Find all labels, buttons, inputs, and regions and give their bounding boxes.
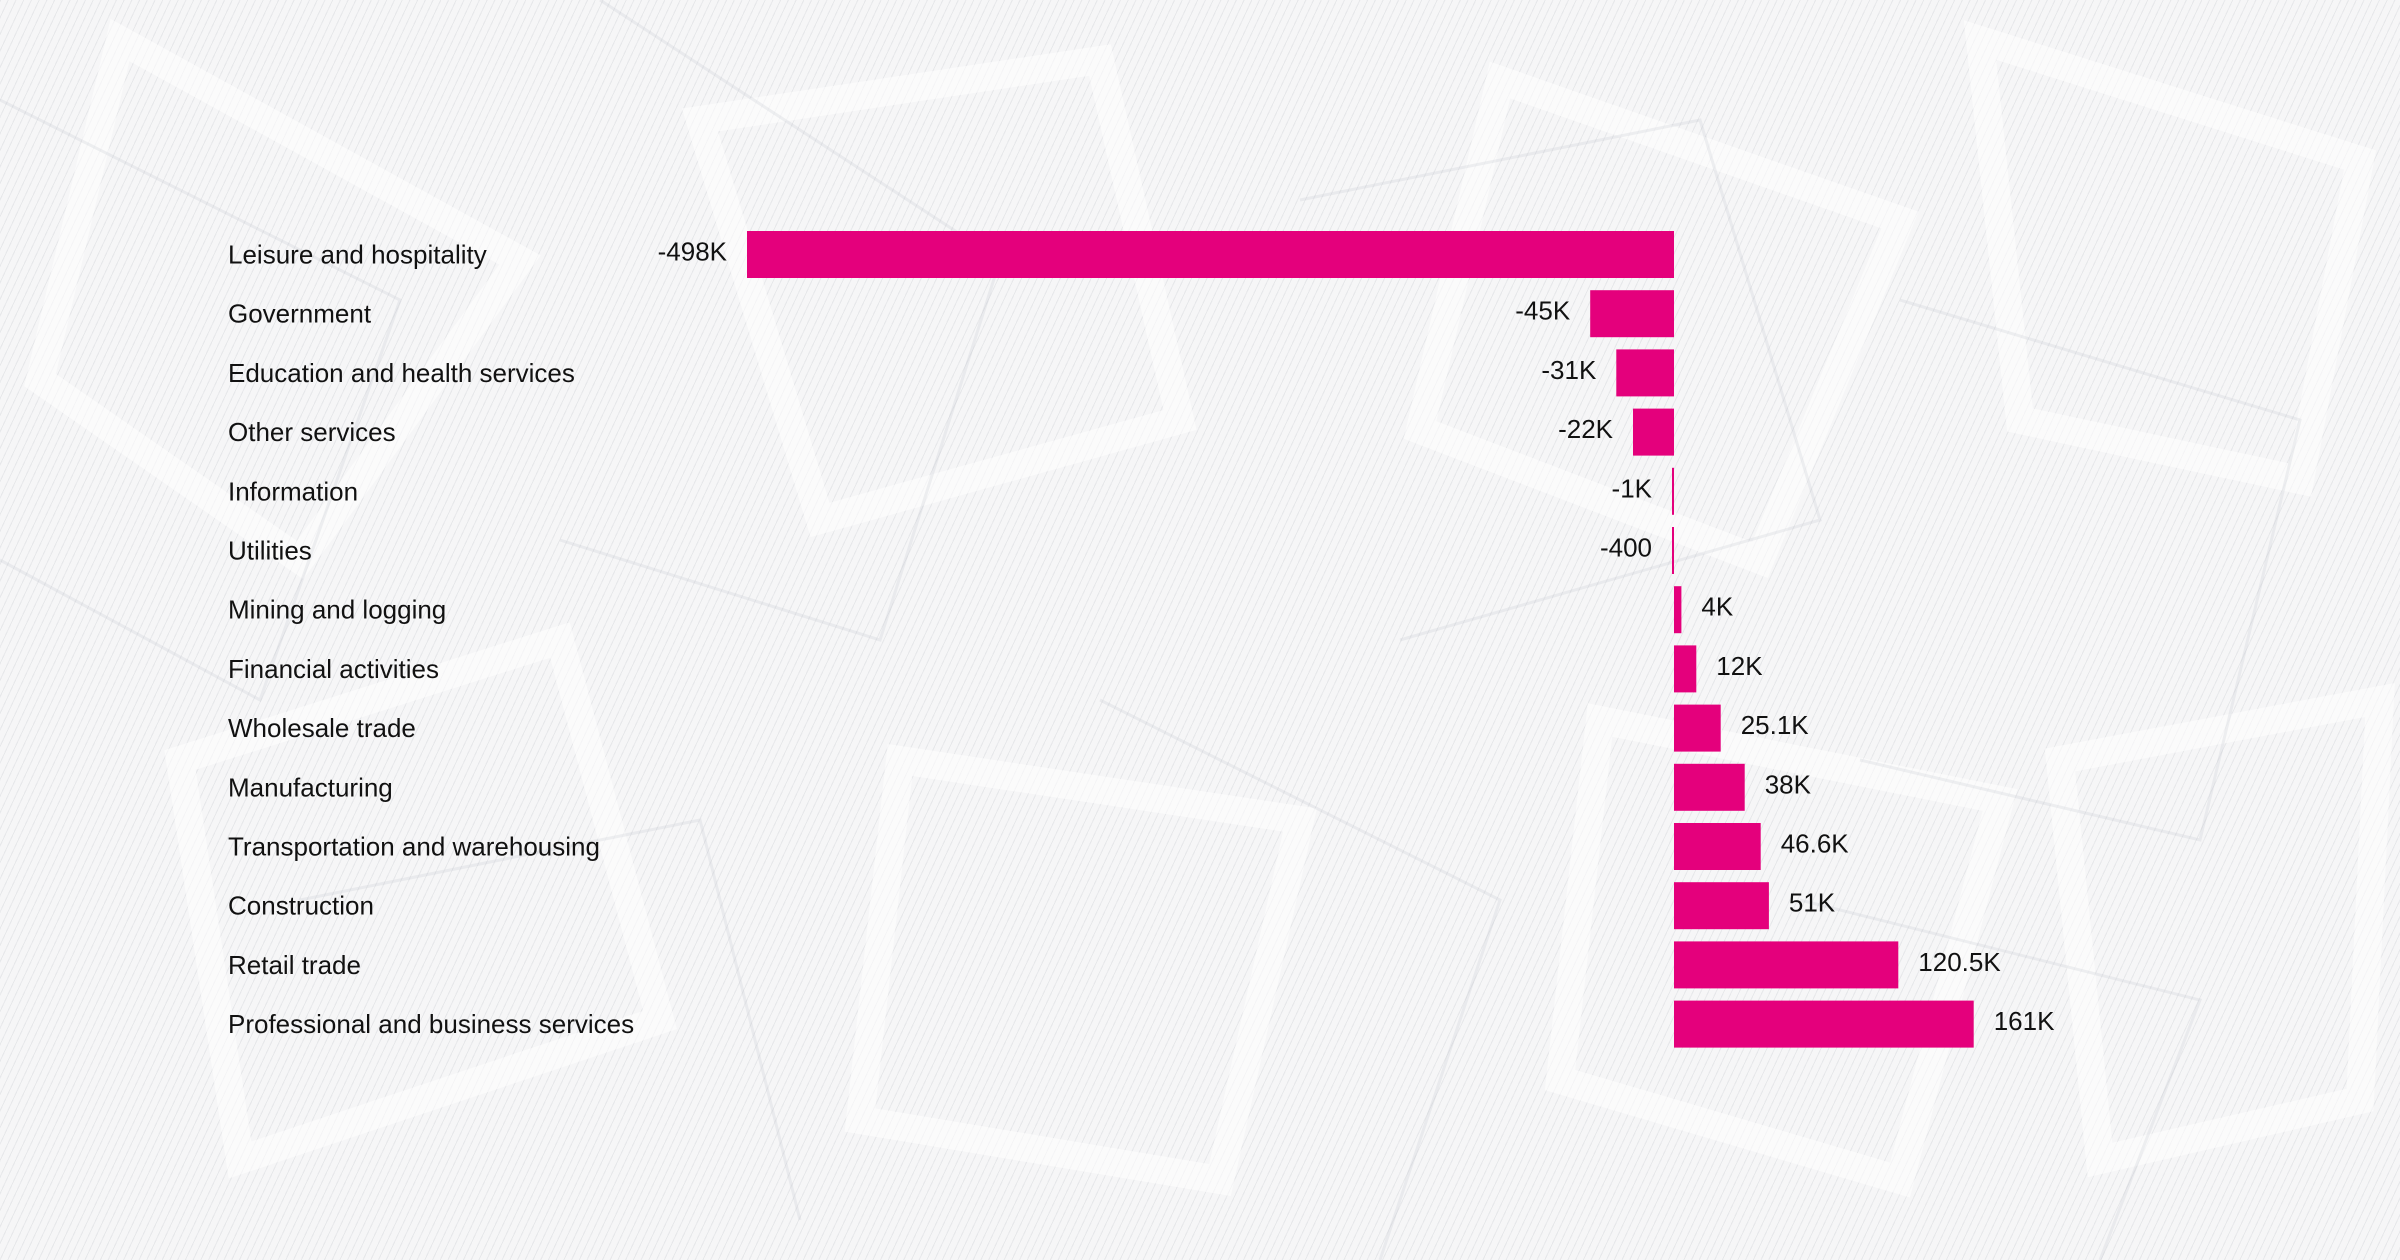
bar-transportation-and-warehousing xyxy=(1674,823,1761,870)
value-label-retail-trade: 120.5K xyxy=(1918,947,2001,977)
category-label-government: Government xyxy=(228,299,372,329)
value-label-transportation-and-warehousing: 46.6K xyxy=(1781,829,1850,859)
value-label-government: -45K xyxy=(1515,296,1571,326)
bar-education-and-health-services xyxy=(1616,349,1674,397)
value-label-education-and-health-services: -31K xyxy=(1541,355,1597,385)
bar-construction xyxy=(1674,882,1769,930)
bar-wholesale-trade xyxy=(1674,704,1721,752)
category-label-transportation-and-warehousing: Transportation and warehousing xyxy=(228,832,600,862)
category-label-manufacturing: Manufacturing xyxy=(228,772,393,802)
category-label-construction: Construction xyxy=(228,891,374,921)
category-label-wholesale-trade: Wholesale trade xyxy=(228,713,416,743)
value-label-other-services: -22K xyxy=(1558,414,1614,444)
value-label-mining-and-logging: 4K xyxy=(1701,592,1733,622)
bar-other-services xyxy=(1633,408,1674,456)
bar-manufacturing xyxy=(1674,763,1745,811)
category-label-professional-and-business-services: Professional and business services xyxy=(228,1009,634,1039)
category-label-retail-trade: Retail trade xyxy=(228,950,361,980)
bar-leisure-and-hospitality xyxy=(747,231,1674,278)
bar-retail-trade xyxy=(1674,941,1899,989)
bars xyxy=(747,231,1974,1048)
value-label-manufacturing: 38K xyxy=(1765,769,1812,799)
value-label-wholesale-trade: 25.1K xyxy=(1741,710,1810,740)
category-label-mining-and-logging: Mining and logging xyxy=(228,595,446,625)
value-label-financial-activities: 12K xyxy=(1716,651,1763,681)
category-label-financial-activities: Financial activities xyxy=(228,654,439,684)
bar-government xyxy=(1590,290,1674,338)
bar-mining-and-logging xyxy=(1674,586,1682,634)
category-label-leisure-and-hospitality: Leisure and hospitality xyxy=(228,240,487,270)
category-label-information: Information xyxy=(228,476,358,506)
bar-professional-and-business-services xyxy=(1674,1000,1974,1048)
value-label-information: -1K xyxy=(1612,473,1653,503)
bar-financial-activities xyxy=(1674,645,1697,693)
category-label-education-and-health-services: Education and health services xyxy=(228,358,575,388)
value-label-professional-and-business-services: 161K xyxy=(1994,1006,2055,1036)
category-label-other-services: Other services xyxy=(228,417,396,447)
labels: Leisure and hospitality -498K Government -4… xyxy=(228,237,2055,1040)
value-label-leisure-and-hospitality: -498K xyxy=(658,237,728,267)
bar-utilities xyxy=(1672,527,1674,574)
bar-information xyxy=(1672,467,1674,515)
category-label-utilities: Utilities xyxy=(228,536,312,566)
value-label-construction: 51K xyxy=(1789,888,1836,918)
value-label-utilities: -400 xyxy=(1600,533,1652,563)
